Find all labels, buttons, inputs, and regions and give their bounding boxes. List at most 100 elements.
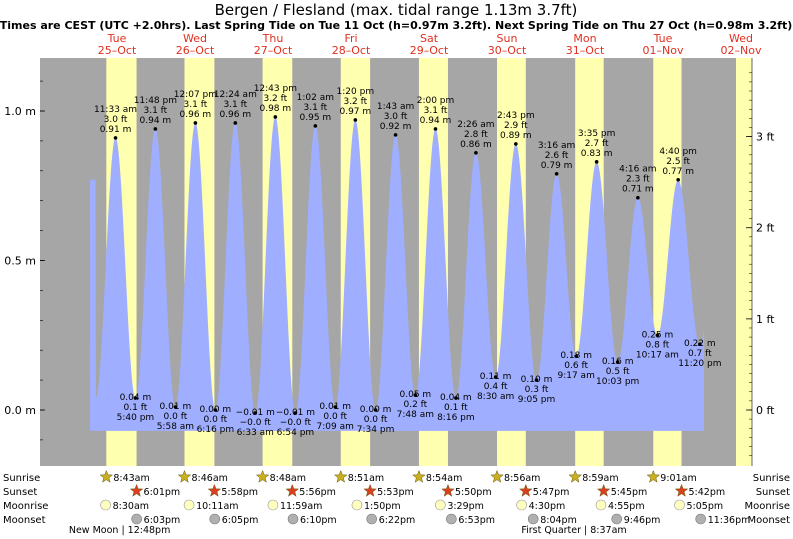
right-axis-tick-label: 0 ft (756, 404, 775, 417)
tide-point (333, 405, 338, 409)
moonset-disc-icon (695, 513, 707, 525)
moonset-disc-icon (611, 513, 623, 525)
tide-height-label: −0.01 m (236, 408, 275, 418)
tide-feet-label: 3.2 ft (343, 97, 367, 107)
tide-height-label: 0.91 m (100, 125, 132, 135)
moonrise-time: 4:30pm (529, 501, 566, 512)
tide-time-label: 7:48 am (397, 410, 434, 420)
tide-point (676, 177, 680, 182)
moonrise-disc-icon (674, 499, 685, 511)
sunrise-star-icon (412, 469, 426, 483)
tide-time-label: 1:20 pm (337, 87, 375, 97)
day-weekday: Wed (183, 32, 207, 45)
row-label-right: Moonrise (745, 501, 790, 512)
tide-feet-label: 0.6 ft (564, 361, 588, 371)
row-label-left: Sunrise (3, 473, 40, 484)
tide-height-label: 0.04 m (120, 393, 152, 403)
tide-point (193, 121, 198, 125)
tide-point (133, 396, 138, 400)
tide-height-label: −0.01 m (276, 408, 315, 418)
day-date: 02–Nov (721, 44, 762, 57)
day-weekday: Tue (107, 32, 127, 45)
sunset-time: 5:53pm (377, 487, 414, 498)
day-weekday: Mon (573, 32, 596, 45)
moon-phase-label: New Moon | 12:48pm (69, 525, 171, 536)
tide-time-label: 2:26 am (457, 120, 494, 130)
tide-feet-label: 3.2 ft (263, 94, 287, 104)
tide-height-label: 0.00 m (360, 405, 392, 415)
tide-point (173, 405, 178, 409)
tide-time-label: 8:16 pm (437, 413, 475, 423)
moonset-time: 8:04pm (540, 515, 577, 526)
tide-point (273, 115, 278, 119)
day-date: 27–Oct (254, 44, 293, 57)
sunset-star-icon (129, 483, 144, 497)
sunset-star-icon (207, 483, 222, 497)
sunrise-time: 8:51am (348, 473, 384, 484)
day-weekday: Sat (420, 32, 439, 45)
sunrise-time: 8:59am (582, 473, 618, 484)
tide-feet-label: 3.1 ft (184, 100, 208, 110)
tide-height-label: 0.96 m (180, 110, 212, 120)
tide-height-label: 0.83 m (581, 149, 613, 159)
sunset-star-icon (674, 483, 689, 497)
tide-point (213, 408, 218, 412)
tide-height-label: 0.92 m (380, 122, 412, 132)
tide-time-label: 7:34 pm (357, 425, 395, 435)
sunset-time: 6:01pm (144, 487, 181, 498)
tide-height-label: 0.25 m (642, 330, 674, 340)
row-label-left: Moonset (3, 515, 46, 526)
sunset-star-icon (596, 483, 611, 497)
tide-feet-label: 3.0 ft (104, 115, 128, 125)
sunrise-star-icon (490, 469, 504, 483)
tide-point (353, 118, 358, 122)
right-axis-tick-label: 1 ft (756, 313, 775, 326)
tide-time-label: 12:43 pm (254, 84, 297, 94)
tide-height-label: 0.97 m (339, 107, 371, 117)
sunrise-star-icon (99, 469, 114, 483)
moonrise-disc-icon (435, 499, 446, 511)
tide-point (153, 127, 158, 131)
tide-point (534, 378, 539, 382)
day-date: 29–Oct (410, 44, 449, 57)
daylight-band (736, 58, 752, 466)
sunset-star-icon (518, 483, 533, 497)
tide-feet-label: 2.9 ft (504, 121, 528, 131)
moonset-disc-icon (366, 513, 377, 525)
tide-time-label: 8:30 am (477, 392, 514, 402)
day-weekday: Fri (344, 32, 357, 45)
tide-feet-label: 0.0 ft (164, 412, 188, 422)
moonset-time: 6:22pm (379, 515, 416, 526)
tide-point (514, 142, 518, 146)
tide-feet-label: 0.0 ft (364, 415, 388, 425)
sun-moon-table: Sunrise Sunrise Sunset Sunset Moonrise Moonri… (3, 469, 790, 536)
tide-point (655, 333, 660, 338)
moonset-time: 6:03pm (144, 515, 181, 526)
sunrise-time: 8:56am (504, 473, 540, 484)
sunset-star-icon (363, 483, 377, 497)
moonset-disc-icon (287, 513, 299, 525)
moonrise-disc-icon (267, 499, 279, 511)
tide-point (574, 354, 578, 358)
moonrise-disc-icon (516, 499, 527, 511)
tide-time-label: 4:40 pm (659, 147, 697, 157)
tide-time-label: 6:54 pm (277, 428, 315, 438)
tide-height-label: 0.16 m (602, 357, 634, 367)
tide-feet-label: 0.1 ft (124, 403, 148, 413)
sunrise-time: 8:54am (426, 473, 462, 484)
sunrise-time: 8:43am (113, 473, 149, 484)
day-weekday: Thu (262, 32, 284, 45)
left-axis-tick-label: 0.5 m (4, 255, 36, 268)
tide-point (594, 160, 599, 164)
sunrise-star-icon (568, 469, 583, 483)
row-label-left: Sunset (3, 487, 37, 498)
tide-point (413, 393, 418, 397)
tide-height-label: 0.71 m (622, 185, 654, 195)
tide-time-label: 11:33 am (94, 105, 137, 115)
sunset-time: 5:50pm (455, 487, 492, 498)
tide-time-label: 9:17 am (557, 371, 594, 381)
moonrise-time: 10:11am (196, 501, 238, 512)
sunrise-time: 8:48am (270, 473, 306, 484)
tide-point (113, 136, 118, 140)
sunset-time: 5:58pm (221, 487, 258, 498)
